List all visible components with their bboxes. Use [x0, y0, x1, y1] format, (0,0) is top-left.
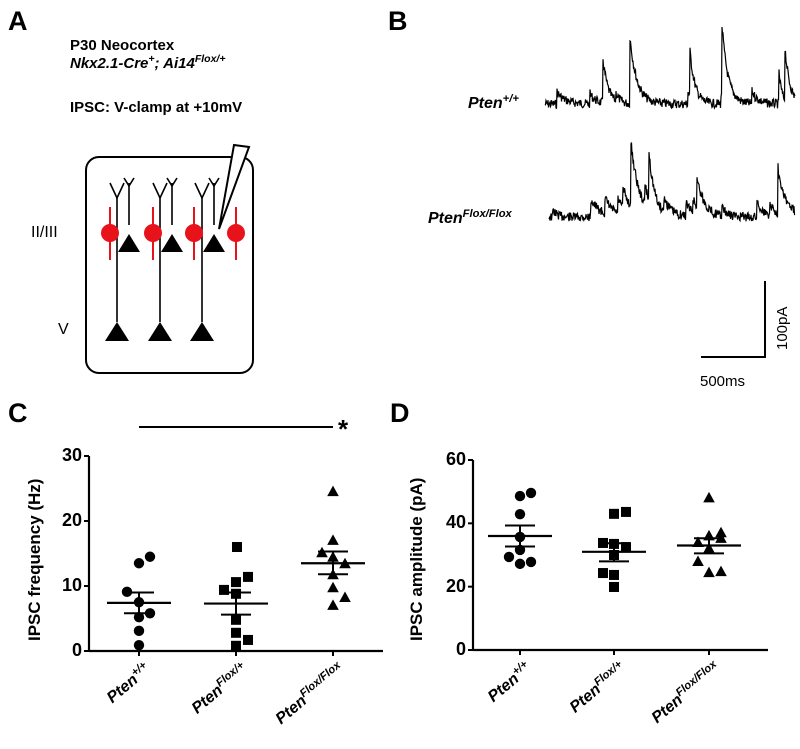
pyramidal-soma-layer-ii-iii [203, 234, 225, 252]
chart-c-point-circle [133, 639, 145, 651]
interneuron-soma [144, 224, 162, 242]
chart-d-point-triangle [715, 526, 727, 538]
chart-c-point-square [231, 627, 241, 638]
chart-c-point-square [231, 640, 241, 651]
pyramidal-soma-layer-v [105, 322, 129, 341]
chart-c-point-triangle [327, 485, 339, 497]
dendrite-tuft [194, 182, 210, 200]
pyramidal-soma-layer-ii-iii [161, 234, 183, 252]
dendrite-tuft [166, 177, 178, 188]
layer-label-lower: V [58, 321, 69, 338]
chart-d-point-square [609, 508, 619, 519]
trace-label-ko-sup: Flox/Flox [462, 207, 512, 220]
chart-c-point-square [243, 571, 253, 582]
chart-c-point-circle [133, 612, 145, 623]
chart-d-point-triangle [703, 566, 715, 578]
trace-label-wt: Pten+/+ [468, 92, 519, 113]
chart-d-ytick-label: 20 [445, 575, 466, 596]
chart-c-point-triangle [327, 534, 339, 545]
chart-c-point-square [243, 634, 253, 645]
dendrite-tuft [152, 182, 168, 200]
chart-c-point-square [231, 614, 241, 625]
chart-c-point-square [231, 577, 241, 588]
scale-bar-time-label: 500ms [700, 373, 746, 390]
recording-pipette [218, 143, 251, 230]
genotype-sup2: Flox/+ [194, 53, 226, 66]
trace-label-wt-main: Pten [468, 95, 503, 112]
pyramidal-soma-layer-v [148, 322, 172, 341]
interneuron-soma [101, 224, 119, 242]
ipsc-trace-wt [544, 26, 796, 110]
chart-c-ytick-label: 0 [71, 640, 82, 660]
significance-star: * [338, 414, 349, 444]
interneuron-soma [227, 224, 245, 242]
chart-d-point-triangle [715, 565, 727, 577]
genotype-main: Nkx2.1-Cre [70, 55, 149, 72]
ipsc-trace-ko [548, 142, 796, 223]
chart-c-point-circle [133, 625, 145, 637]
chart-c-point-triangle [327, 599, 339, 610]
genotype-sep: ; Ai14 [154, 55, 195, 72]
trace-label-ko-main: Pten [428, 210, 463, 227]
chart-c-point-circle [133, 558, 145, 569]
interneurons [101, 207, 245, 260]
layer-label-upper: II/III [31, 224, 58, 241]
panel-a-letter: A [8, 6, 28, 36]
genotype-sup1: + [148, 53, 155, 66]
dendrite-tuft [208, 177, 220, 188]
panel-b-letter: B [388, 6, 408, 36]
chart-d-point-circle [525, 556, 537, 568]
chart-c-ytick-label: 10 [61, 575, 82, 595]
chart-c-point-triangle [327, 581, 339, 593]
chart-d-point-triangle [703, 491, 715, 503]
chart-d-point-square [609, 569, 619, 580]
chart-d-point-square [621, 542, 631, 553]
pyramidal-soma-layer-v [190, 322, 214, 341]
chart-d-ytick-label: 40 [445, 512, 466, 533]
panel-a-method: IPSC: V-clamp at +10mV [70, 99, 243, 116]
chart-d-point-square [609, 581, 619, 592]
chart-d-point-triangle [692, 536, 704, 548]
panel-a-genotype: Nkx2.1-Cre+; Ai14Flox/+ [70, 53, 226, 72]
chart-d-point-triangle [692, 555, 704, 567]
chart-d-point-circle [514, 508, 526, 520]
trace-label-ko: PtenFlox/Flox [428, 207, 512, 228]
dendrite-tuft [109, 182, 125, 200]
chart-d-ytick-label: 0 [455, 639, 466, 659]
trace-label-wt-sup: +/+ [502, 92, 519, 105]
chart-d-point-circle [514, 558, 526, 570]
chart-d-point-square [598, 568, 608, 579]
chart-c-ytick-label: 20 [61, 510, 82, 530]
chart-c-point-square [232, 542, 242, 552]
cortex-slice-box [85, 156, 254, 374]
chart-c-point-square [219, 584, 229, 595]
pyramidal-neurons [105, 177, 225, 341]
chart-c-point-circle [144, 551, 156, 562]
chart-c-ytick-label: 30 [61, 445, 82, 465]
panel-d-letter: D [390, 398, 410, 428]
chart-d-ytick-label: 60 [445, 449, 466, 469]
panel-a-title: P30 Neocortex [70, 37, 175, 54]
dendrite-tuft [123, 177, 135, 188]
interneuron-soma [185, 224, 203, 242]
chart-d-point-circle [525, 487, 537, 499]
panel-c-letter: C [8, 398, 28, 428]
chart-c-point-triangle [339, 591, 351, 603]
chart-d-point-circle [503, 551, 515, 563]
pyramidal-soma-layer-ii-iii [118, 234, 140, 252]
chart-d-point-circle [514, 490, 526, 502]
chart-d-point-square [621, 506, 631, 517]
